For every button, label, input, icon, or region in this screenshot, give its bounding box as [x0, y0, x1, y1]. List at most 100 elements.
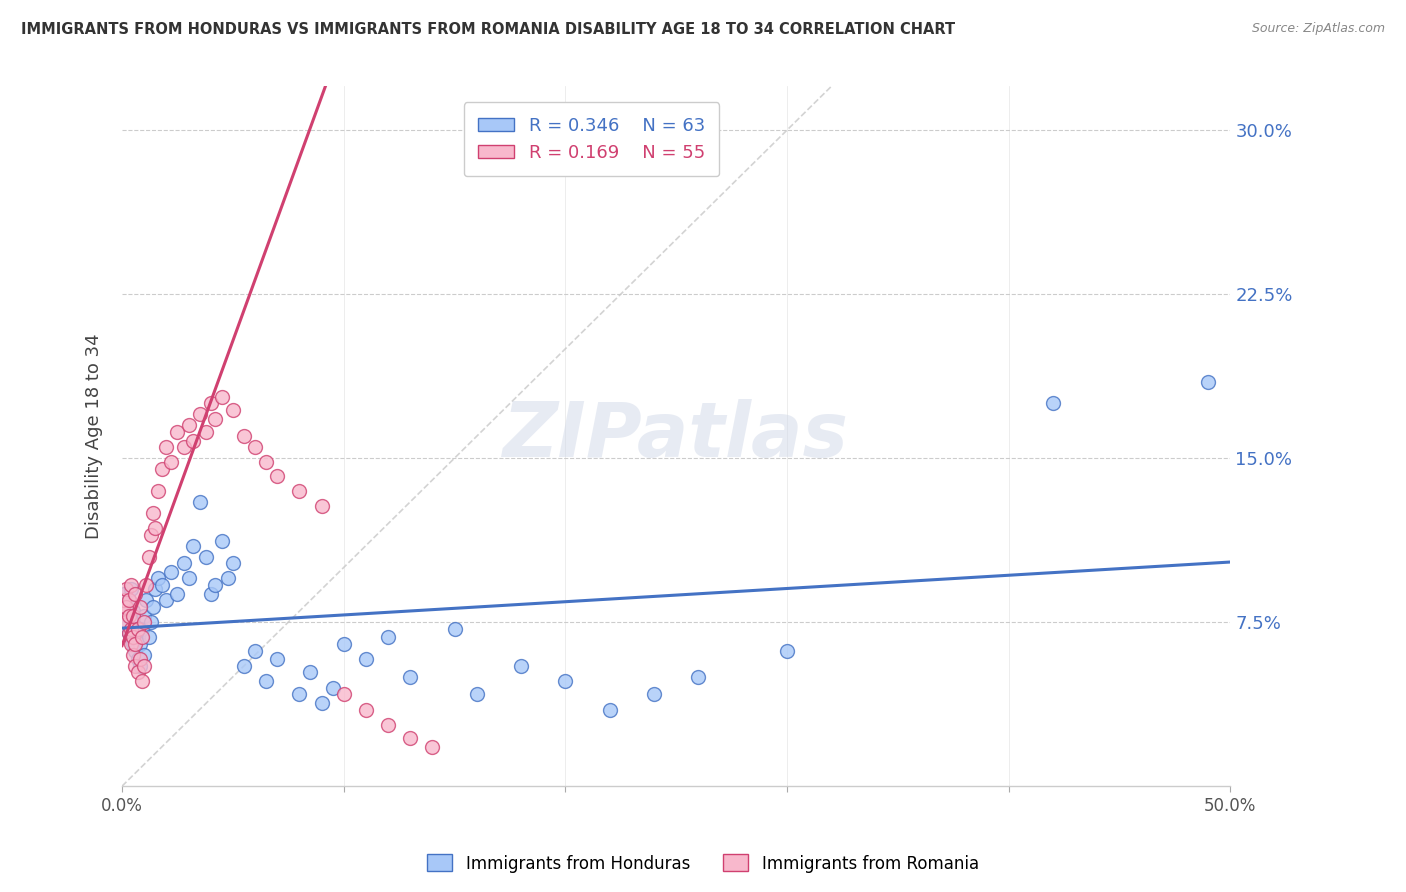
Point	[135, 578, 157, 592]
Point	[112, 587, 135, 601]
Point	[243, 440, 266, 454]
Point	[143, 521, 166, 535]
Point	[131, 631, 153, 645]
Point	[134, 658, 156, 673]
Text: ZIPatlas: ZIPatlas	[503, 400, 849, 474]
Point	[399, 731, 422, 745]
Point	[115, 599, 138, 614]
Point	[332, 637, 354, 651]
Point	[173, 440, 195, 454]
Point	[776, 643, 799, 657]
Point	[188, 408, 211, 422]
Point	[254, 674, 277, 689]
Point	[112, 593, 135, 607]
Point	[128, 599, 150, 614]
Point	[377, 631, 399, 645]
Point	[124, 622, 146, 636]
Point	[554, 674, 576, 689]
Point	[127, 665, 149, 680]
Point	[222, 556, 245, 570]
Point	[127, 652, 149, 666]
Legend: Immigrants from Honduras, Immigrants from Romania: Immigrants from Honduras, Immigrants fro…	[420, 847, 986, 880]
Point	[200, 396, 222, 410]
Point	[354, 652, 377, 666]
Point	[443, 622, 465, 636]
Text: Source: ZipAtlas.com: Source: ZipAtlas.com	[1251, 22, 1385, 36]
Point	[135, 593, 157, 607]
Point	[124, 637, 146, 651]
Point	[643, 687, 665, 701]
Point	[118, 593, 141, 607]
Legend: R = 0.346    N = 63, R = 0.169    N = 55: R = 0.346 N = 63, R = 0.169 N = 55	[464, 103, 720, 177]
Point	[311, 500, 333, 514]
Point	[122, 631, 145, 645]
Point	[217, 571, 239, 585]
Point	[120, 578, 142, 592]
Point	[188, 495, 211, 509]
Point	[115, 599, 138, 614]
Point	[128, 652, 150, 666]
Point	[124, 658, 146, 673]
Point	[146, 483, 169, 498]
Point	[122, 608, 145, 623]
Point	[510, 658, 533, 673]
Point	[254, 455, 277, 469]
Point	[322, 681, 344, 695]
Point	[332, 687, 354, 701]
Point	[266, 652, 288, 666]
Point	[181, 434, 204, 448]
Point	[166, 587, 188, 601]
Point	[120, 582, 142, 597]
Point	[150, 578, 173, 592]
Point	[143, 582, 166, 597]
Point	[688, 670, 710, 684]
Point	[131, 674, 153, 689]
Point	[311, 696, 333, 710]
Point	[120, 622, 142, 636]
Text: IMMIGRANTS FROM HONDURAS VS IMMIGRANTS FROM ROMANIA DISABILITY AGE 18 TO 34 CORR: IMMIGRANTS FROM HONDURAS VS IMMIGRANTS F…	[21, 22, 955, 37]
Point	[142, 599, 165, 614]
Point	[1197, 375, 1219, 389]
Point	[139, 527, 162, 541]
Point	[122, 604, 145, 618]
Point	[120, 631, 142, 645]
Point	[122, 615, 145, 629]
Point	[120, 622, 142, 636]
Point	[211, 534, 233, 549]
Point	[1042, 396, 1064, 410]
Point	[118, 626, 141, 640]
Point	[377, 718, 399, 732]
Point	[146, 571, 169, 585]
Point	[128, 637, 150, 651]
Point	[243, 643, 266, 657]
Point	[399, 670, 422, 684]
Point	[195, 549, 218, 564]
Point	[233, 658, 256, 673]
Point	[211, 390, 233, 404]
Point	[599, 703, 621, 717]
Point	[138, 549, 160, 564]
Point	[134, 608, 156, 623]
Point	[288, 483, 311, 498]
Point	[266, 468, 288, 483]
Point	[166, 425, 188, 439]
Point	[177, 418, 200, 433]
Point	[131, 622, 153, 636]
Point	[122, 648, 145, 662]
Point	[195, 425, 218, 439]
Point	[155, 593, 177, 607]
Point	[115, 615, 138, 629]
Point	[118, 608, 141, 623]
Point	[181, 539, 204, 553]
Point	[288, 687, 311, 701]
Point	[204, 578, 226, 592]
Point	[134, 648, 156, 662]
Point	[139, 615, 162, 629]
Point	[118, 593, 141, 607]
Point	[134, 615, 156, 629]
Point	[299, 665, 322, 680]
Y-axis label: Disability Age 18 to 34: Disability Age 18 to 34	[86, 334, 103, 539]
Point	[422, 739, 444, 754]
Point	[200, 587, 222, 601]
Point	[115, 615, 138, 629]
